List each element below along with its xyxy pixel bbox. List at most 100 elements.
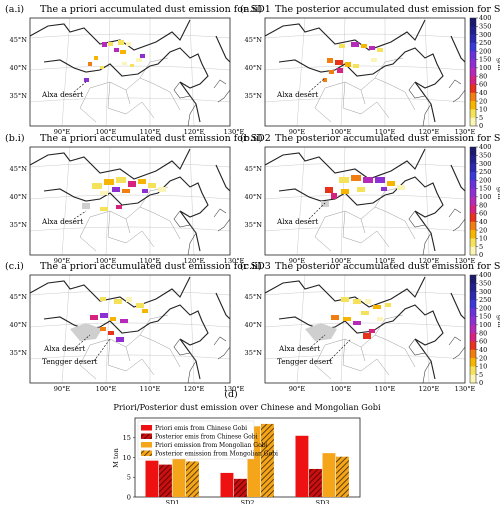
ocean-background xyxy=(30,275,230,383)
lat-tick-45: 45°N xyxy=(245,36,263,44)
lon-tick-130: 130°E xyxy=(224,128,245,136)
legend-swatch xyxy=(141,425,152,431)
colorbar-tick-label: 60 xyxy=(479,210,487,218)
bar-sd3-series-2 xyxy=(309,468,322,497)
legend-label: Priori emission from Mongolian Gobi xyxy=(155,442,268,449)
lon-tick-110: 110°E xyxy=(140,257,161,265)
bar-sd1-series-4 xyxy=(186,461,199,497)
colorbar-tick-label: 400 xyxy=(479,143,491,151)
lon-tick-100: 100°E xyxy=(96,257,117,265)
colorbar-tick-label: 150 xyxy=(479,185,491,193)
colorbar-tick-label: 60 xyxy=(479,338,487,346)
desert-annotation-alxa: Alxa desert xyxy=(276,90,318,99)
grid-line xyxy=(265,147,465,255)
colorbar-tick-label: 80 xyxy=(479,72,487,80)
colorbar-swatch xyxy=(470,213,476,223)
colorbar-swatch xyxy=(470,188,476,198)
legend-swatch xyxy=(141,433,152,439)
map-panels: (a.i) The a priori accumulated dust emis… xyxy=(5,4,500,393)
lat-tick-40: 40°N xyxy=(245,321,263,329)
lon-ticks: 90°E 100°E 110°E 120°E 130°E xyxy=(54,385,245,393)
lon-ticks: 90°E 100°E 110°E 120°E 130°E xyxy=(289,128,476,136)
coastline xyxy=(173,208,230,255)
lat-tick-40: 40°N xyxy=(10,321,28,329)
y-tick-label: 15 xyxy=(123,434,131,442)
colorbar-tick-label: 0 xyxy=(479,251,483,259)
colorbar-tick-label: 350 xyxy=(479,152,491,160)
lon-tick-130: 130°E xyxy=(455,385,476,393)
colorbar-swatch xyxy=(470,196,476,206)
lat-tick-40: 40°N xyxy=(245,64,263,72)
colorbar-tick-label: 200 xyxy=(479,176,491,184)
lon-tick-120: 120°E xyxy=(419,257,440,265)
desert-arrow xyxy=(328,338,352,362)
lon-ticks: 90°E 100°E 110°E 120°E 130°E xyxy=(54,257,245,265)
desert-arrow xyxy=(308,202,326,220)
colorbar-swatch xyxy=(470,34,476,44)
country-border xyxy=(265,148,465,252)
colorbar-tick-label: 400 xyxy=(479,271,491,279)
bar-sd2-series-1 xyxy=(220,472,234,497)
dust-emission-field xyxy=(70,297,148,342)
colorbar-tick-label: 60 xyxy=(479,81,487,89)
colorbar-tick-label: 0 xyxy=(479,122,483,130)
colorbar-frame xyxy=(469,17,477,127)
lon-tick-120: 120°E xyxy=(419,385,440,393)
legend-label: Posterior emis from Chinese Gobi xyxy=(155,434,258,441)
panel-label: (b.i) xyxy=(5,133,25,144)
colorbar-tick-label: 300 xyxy=(479,160,491,168)
colorbar-tick-label: 5 xyxy=(479,371,483,379)
bar-sd2-series-2 xyxy=(234,478,247,497)
coastline xyxy=(408,208,465,255)
grid-line xyxy=(265,275,465,383)
colorbar-swatch xyxy=(470,275,476,284)
lon-tick-110: 110°E xyxy=(375,385,396,393)
province-borders xyxy=(79,314,181,380)
panel-title: The posterior accumulated dust emission … xyxy=(275,133,500,144)
panel-label: (c.i) xyxy=(5,261,24,272)
colorbar-swatch xyxy=(470,324,476,334)
country-border xyxy=(30,148,230,252)
colorbar-swatch xyxy=(470,246,476,256)
lon-tick-120: 120°E xyxy=(184,385,205,393)
colorbar-swatch xyxy=(470,358,476,367)
x-tick-label: SD1 xyxy=(166,499,180,504)
map-panel-b-i: (b.i) The a priori accumulated dust emis… xyxy=(5,133,271,265)
lon-tick-130: 130°E xyxy=(455,257,476,265)
colorbar-tick-label: 10 xyxy=(479,106,487,114)
lon-tick-100: 100°E xyxy=(96,385,117,393)
bar-chart-panel: (d) Priori/Posterior dust emission over … xyxy=(112,389,381,507)
y-tick-label: 10 xyxy=(123,454,131,462)
colorbar-tick-label: 400 xyxy=(479,14,491,22)
legend-label: Priori emis from Chinese Gobi xyxy=(155,425,247,432)
lon-tick-120: 120°E xyxy=(184,128,205,136)
bar-sd1-series-2 xyxy=(159,464,172,497)
bar-sd2-series-4 xyxy=(261,423,274,497)
lat-tick-35: 35°N xyxy=(10,221,28,229)
colorbar-tick-label: 10 xyxy=(479,235,487,243)
lon-tick-130: 130°E xyxy=(455,128,476,136)
bar-sd3-series-4 xyxy=(336,456,349,497)
colorbar-swatch xyxy=(470,59,476,69)
colorbar-swatch xyxy=(470,316,476,326)
desert-arrow xyxy=(310,334,326,348)
coastline xyxy=(173,79,230,126)
colorbar-swatch xyxy=(470,84,476,94)
lon-tick-130: 130°E xyxy=(224,257,245,265)
coastline xyxy=(408,79,465,126)
colorbar-frame xyxy=(469,274,477,384)
colorbar-tick-label: 200 xyxy=(479,47,491,55)
colorbars: 400350300250200150100806040201050g/m²400… xyxy=(469,14,500,387)
colorbar-tick-label: 0 xyxy=(479,379,483,387)
colorbar-swatch xyxy=(470,299,476,309)
map-panel-c-ii: (c.ii) The posterior accumulated dust em… xyxy=(240,261,500,393)
y-axis-label: M ton xyxy=(112,447,120,467)
grid-line xyxy=(30,275,230,383)
x-tick-label: SD2 xyxy=(241,499,255,504)
legend-swatch xyxy=(141,442,152,448)
x-tick-label: SD3 xyxy=(316,499,330,504)
bar-legend: Priori emis from Chinese Gobi Posterior e… xyxy=(137,420,278,460)
lat-ticks: 45°N 40°N 35°N xyxy=(10,293,28,357)
